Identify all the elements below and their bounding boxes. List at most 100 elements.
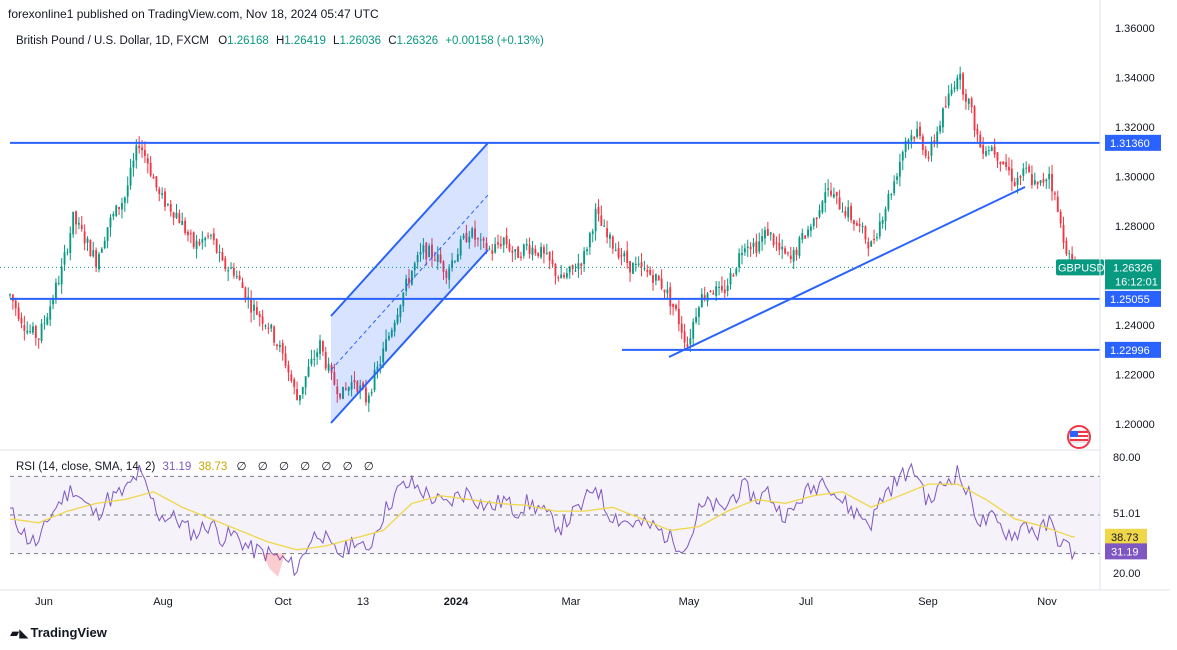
candle-body	[66, 251, 69, 253]
brand-label: TradingView	[30, 625, 107, 640]
candle-body	[166, 203, 169, 205]
candle-body	[54, 282, 57, 300]
tradingview-brand[interactable]: ▰◣ TradingView	[10, 625, 107, 640]
high-label: H	[275, 35, 285, 47]
price-tick-label: 1.24000	[1115, 320, 1155, 332]
price-axis[interactable]: 1.360001.340001.320001.300001.280001.260…	[1115, 23, 1155, 431]
candle-body	[703, 295, 706, 299]
candle-body	[476, 238, 479, 240]
candle-body	[49, 306, 52, 320]
candle-body	[657, 275, 660, 281]
candle-body	[531, 247, 534, 256]
candle-body	[227, 270, 230, 272]
candle-body	[471, 228, 474, 238]
time-axis[interactable]: Jun Aug Oct 13 2024 Mar May Jul Sep Nov	[35, 596, 1057, 608]
horizontal-levels[interactable]: 1.31360 1.25055 1.22996 GBPUSD 1.26326 16:12:…	[0, 134, 1161, 358]
candle-body	[626, 250, 629, 263]
candle-body	[92, 250, 95, 257]
candle-body	[109, 217, 112, 228]
price-tick-label: 1.36000	[1115, 23, 1155, 35]
candle-body	[620, 255, 623, 257]
candle-body	[881, 220, 884, 224]
candle-body	[106, 227, 109, 241]
candle-body	[63, 252, 66, 265]
drawings[interactable]	[330, 142, 1026, 424]
candle-body	[410, 270, 413, 285]
candle-body	[491, 250, 494, 254]
us-flag-icon[interactable]	[1067, 425, 1091, 449]
candle-body	[1051, 173, 1053, 192]
candle-body	[769, 232, 772, 235]
time-tick-label: Oct	[274, 596, 291, 608]
candle-body	[1068, 253, 1071, 255]
candle-body	[514, 249, 517, 252]
candle-body	[568, 266, 571, 273]
candle-body	[445, 271, 448, 278]
candle-body	[201, 239, 204, 243]
candle-body	[675, 304, 677, 309]
candle-body	[540, 247, 542, 258]
candle-body	[801, 232, 804, 240]
last-price-tag	[1105, 259, 1161, 290]
candle-body	[609, 234, 611, 239]
candle-body	[132, 160, 135, 168]
channel-lower-line[interactable]	[330, 249, 489, 424]
candle-body	[393, 322, 396, 332]
candle-body	[396, 314, 399, 324]
candle-body	[164, 191, 166, 207]
candle-body	[293, 379, 296, 388]
candle-body	[169, 204, 172, 212]
candle-body	[666, 289, 669, 294]
candle-body	[321, 341, 324, 352]
candle-body	[741, 253, 743, 256]
rsi-title[interactable]: RSI (14, close, SMA, 14, 2)	[16, 461, 156, 473]
candle-body	[669, 287, 672, 307]
candle-body	[278, 345, 281, 348]
candle-body	[660, 278, 663, 289]
candle-body	[80, 224, 83, 230]
candle-body	[276, 344, 278, 347]
candle-body	[253, 304, 255, 311]
candle-body	[787, 252, 789, 254]
candle-body	[873, 238, 875, 241]
candle-body	[924, 149, 927, 156]
candle-body	[390, 329, 393, 337]
trendline[interactable]	[668, 186, 1026, 358]
candle-body	[224, 258, 227, 270]
candle-body	[999, 161, 1002, 164]
candle-body	[979, 134, 982, 148]
candle-body	[100, 248, 103, 253]
symbol-title[interactable]: British Pound / U.S. Dollar, 1D, FXCM	[16, 35, 210, 47]
candle-body	[425, 242, 428, 260]
candle-body	[1056, 196, 1059, 212]
candle-body	[433, 259, 436, 261]
candle-body	[98, 254, 100, 270]
candle-body	[468, 236, 471, 243]
candle-body	[735, 268, 738, 275]
candle-body	[422, 245, 425, 253]
candle-body	[258, 313, 261, 318]
rsi-legend: RSI (14, close, SMA, 14, 2) 31.19 38.73 …	[16, 459, 378, 473]
symbol-tag-label: GBPUSD	[1058, 262, 1105, 274]
candle-body	[43, 322, 46, 324]
candle-body	[939, 125, 942, 132]
candle-body	[385, 339, 387, 351]
candle-body	[454, 261, 456, 263]
candle-body	[494, 244, 497, 253]
candle-body	[784, 248, 786, 254]
candle-body	[942, 108, 944, 128]
candle-body	[301, 387, 304, 394]
candle-body	[1071, 254, 1074, 265]
channel-upper-line[interactable]	[330, 142, 489, 317]
candle-body	[146, 158, 149, 164]
candle-body	[563, 274, 565, 278]
candle-body	[890, 194, 893, 196]
candle-body	[652, 275, 654, 283]
candle-body	[732, 274, 735, 277]
candle-body	[870, 241, 873, 247]
candle-body	[488, 248, 491, 250]
candle-body	[841, 211, 844, 213]
candle-body	[350, 382, 353, 390]
close-value: 1.26326	[396, 35, 439, 47]
